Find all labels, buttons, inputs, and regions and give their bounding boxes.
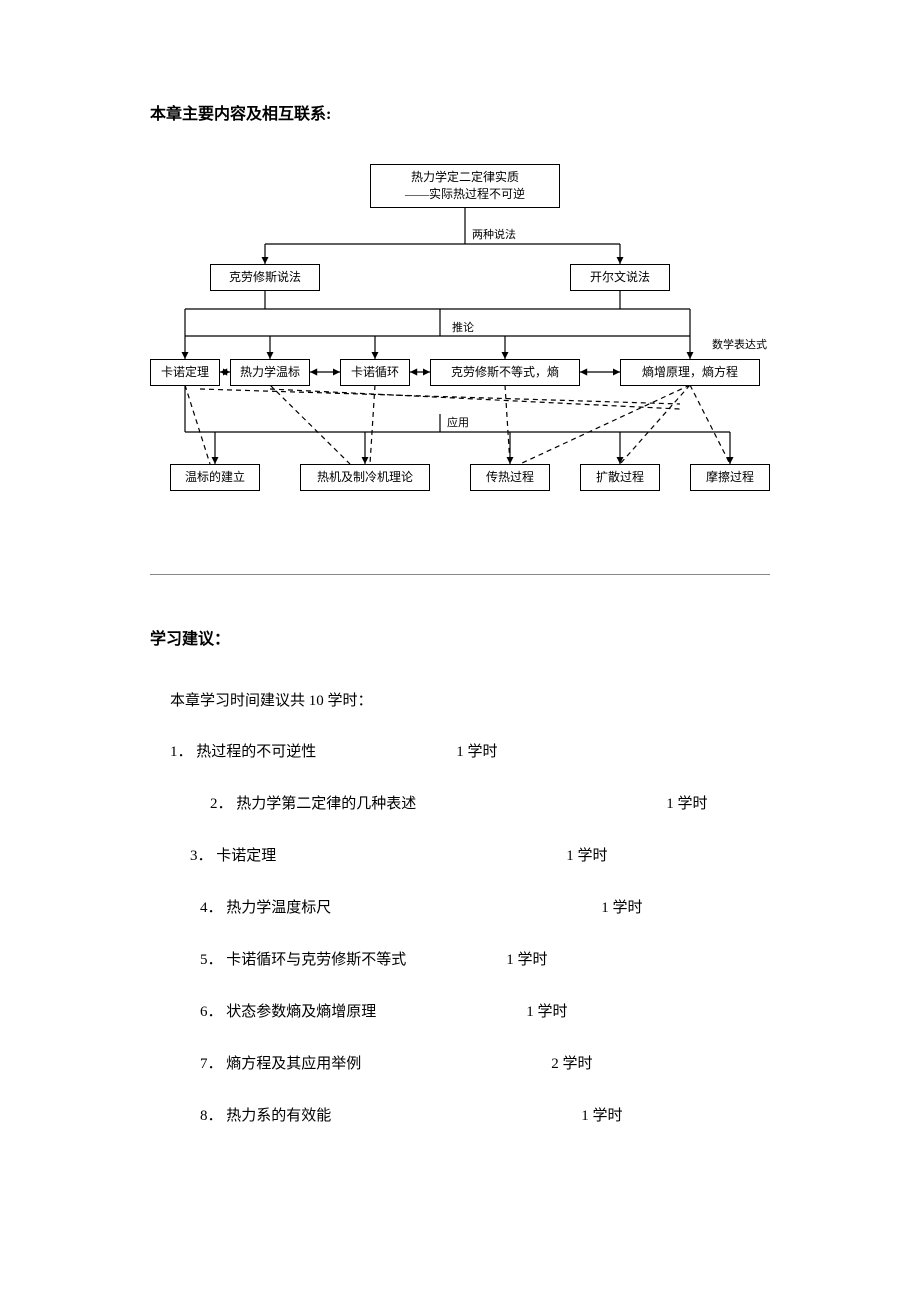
flowchart-node-kelvin_stmt: 开尔文说法 (570, 264, 670, 291)
flowchart-edge-label: 应用 (445, 414, 471, 430)
flowchart-node-clausius_ineq: 克劳修斯不等式，熵 (430, 359, 580, 386)
study-item-title: 2． 热力学第二定律的几种表述 (210, 792, 416, 816)
flowchart-node-diffusion: 扩散过程 (580, 464, 660, 491)
study-item-hours: 1 学时 (581, 1104, 622, 1128)
study-item-title: 1． 热过程的不可逆性 (170, 740, 316, 764)
section-divider (150, 574, 770, 575)
flowchart-edge-label: 数学表达式 (710, 336, 769, 352)
study-intro-text: 本章学习时间建议共 10 学时： (170, 689, 770, 710)
flowchart-node-root: 热力学定二定律实质——实际热过程不可逆 (370, 164, 560, 208)
flowchart-node-carnot_thm: 卡诺定理 (150, 359, 220, 386)
study-item-hours: 1 学时 (456, 740, 497, 764)
study-item: 8． 热力系的有效能 1 学时 (170, 1104, 770, 1128)
study-item-title: 7． 熵方程及其应用举例 (200, 1052, 361, 1076)
flowchart-node-clausius_stmt: 克劳修斯说法 (210, 264, 320, 291)
study-item: 6． 状态参数熵及熵增原理 1 学时 (170, 1000, 770, 1024)
study-item-hours: 1 学时 (506, 948, 547, 972)
study-item-hours: 1 学时 (666, 792, 707, 816)
flowchart-node-friction: 摩擦过程 (690, 464, 770, 491)
study-item-title: 3． 卡诺定理 (190, 844, 276, 868)
flowchart-node-carnot_cycle: 卡诺循环 (340, 359, 410, 386)
flowchart-diagram: 热力学定二定律实质——实际热过程不可逆克劳修斯说法 开尔文说法卡诺定理热力学温标 卡… (150, 164, 790, 524)
section-title-main: 本章主要内容及相互联系: (150, 100, 770, 124)
page-content: 本章主要内容及相互联系: 热力学定二定律实质——实际热过程不可逆克劳修斯说法 开尔… (0, 0, 920, 1236)
study-item: 3． 卡诺定理 1 学时 (170, 844, 770, 868)
section-title-study: 学习建议： (150, 625, 770, 649)
study-item-hours: 1 学时 (566, 844, 607, 868)
flowchart-edge-label: 推论 (450, 319, 476, 335)
flowchart-node-temp_scale: 温标的建立 (170, 464, 260, 491)
flowchart-node-thermo_scale: 热力学温标 (230, 359, 310, 386)
flowchart-node-entropy_inc: 熵增原理，熵方程 (620, 359, 760, 386)
study-item-title: 4． 热力学温度标尺 (200, 896, 331, 920)
study-list: 1． 热过程的不可逆性1 学时2． 热力学第二定律的几种表述1 学时3． 卡诺定… (170, 740, 770, 1128)
flowchart-node-engine_theory: 热机及制冷机理论 (300, 464, 430, 491)
study-item: 1． 热过程的不可逆性 1 学时 (170, 740, 770, 764)
flowchart-edge-label: 两种说法 (470, 226, 518, 242)
study-item-title: 6． 状态参数熵及熵增原理 (200, 1000, 376, 1024)
study-item-hours: 2 学时 (551, 1052, 592, 1076)
flowchart-node-heat_transfer: 传热过程 (470, 464, 550, 491)
study-item: 5． 卡诺循环与克劳修斯不等式 1 学时 (170, 948, 770, 972)
study-item-title: 5． 卡诺循环与克劳修斯不等式 (200, 948, 406, 972)
study-item-hours: 1 学时 (526, 1000, 567, 1024)
study-item: 2． 热力学第二定律的几种表述 1 学时 (170, 792, 770, 816)
study-item: 7． 熵方程及其应用举例 2 学时 (170, 1052, 770, 1076)
study-item: 4． 热力学温度标尺 1 学时 (170, 896, 770, 920)
study-item-title: 8． 热力系的有效能 (200, 1104, 331, 1128)
study-item-hours: 1 学时 (601, 896, 642, 920)
